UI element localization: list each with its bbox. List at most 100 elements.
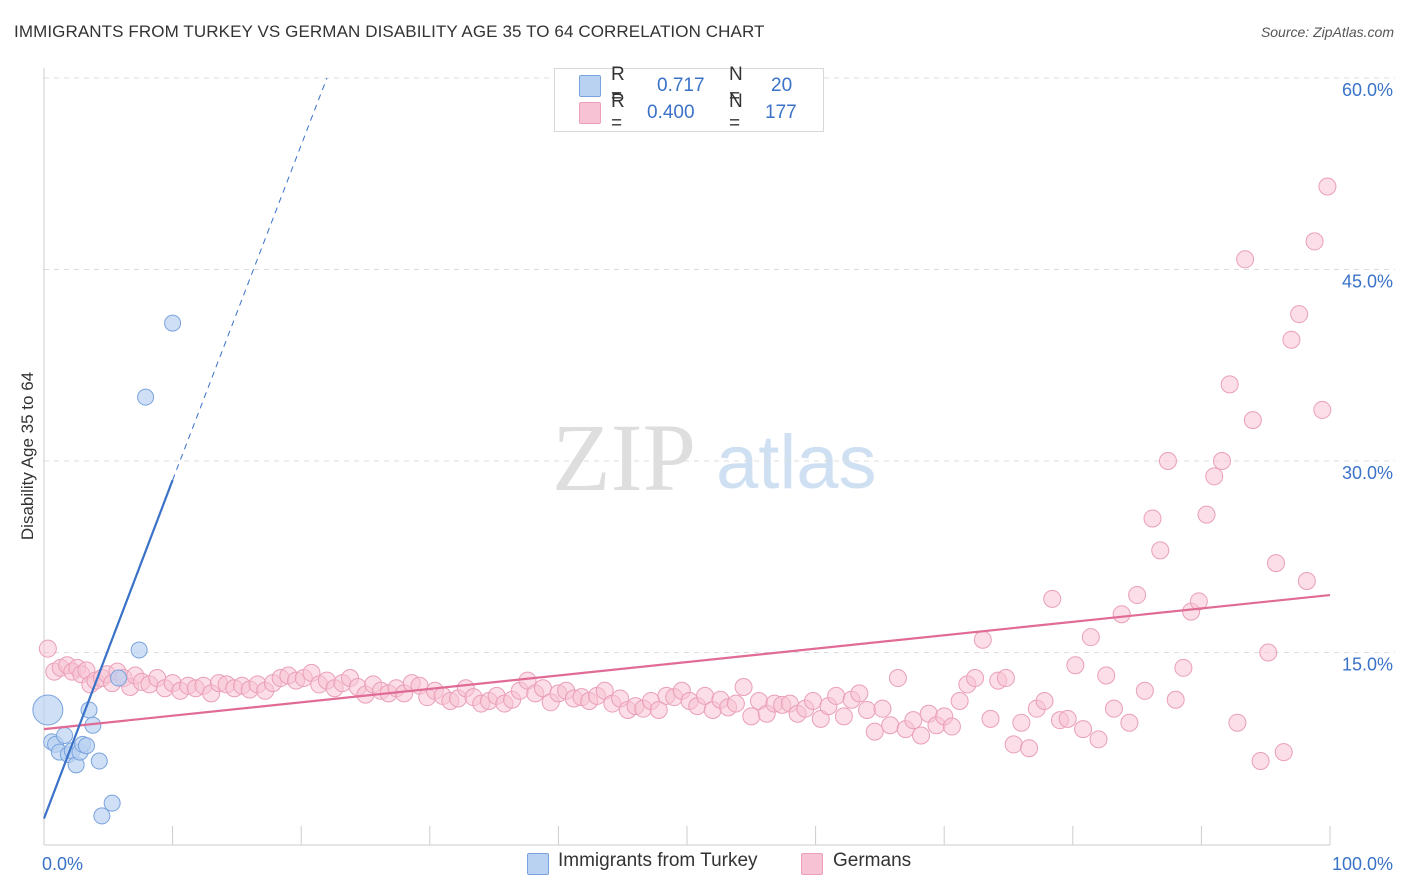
y-tick-label: 30.0% — [1342, 463, 1393, 483]
legend-r-value: 0.400 — [647, 102, 695, 123]
y-tick-label: 60.0% — [1342, 80, 1393, 100]
germans-point — [1205, 467, 1224, 486]
y-tick-label: 45.0% — [1342, 272, 1393, 292]
germans-point — [827, 686, 846, 705]
germans-point — [981, 709, 1000, 728]
turkey-point — [137, 388, 155, 406]
germans-points — [38, 177, 1337, 771]
germans-point — [649, 700, 668, 719]
germans-point — [726, 694, 745, 713]
germans-point — [912, 726, 931, 745]
germans-point — [742, 707, 761, 726]
legend-swatch-pink — [579, 102, 601, 124]
germans-point — [1259, 643, 1278, 662]
x-tick-label: 0.0% — [42, 854, 83, 874]
germans-point — [904, 711, 923, 730]
watermark: ZIP atlas — [552, 404, 877, 511]
germans-point — [1151, 541, 1170, 560]
germans-point — [1097, 666, 1116, 685]
germans-point — [865, 722, 884, 741]
germans-point — [1012, 713, 1031, 732]
germans-point — [950, 692, 969, 711]
y-tick-labels: 15.0% 30.0% 45.0% 60.0% — [1342, 80, 1393, 675]
germans-point — [1043, 589, 1062, 608]
germans-point — [1305, 232, 1324, 251]
germans-point — [1282, 330, 1301, 349]
germans-trend-line — [43, 593, 1331, 731]
grid-lines — [44, 77, 1395, 653]
germans-point — [1104, 699, 1123, 718]
turkey-point — [32, 694, 64, 726]
germans-point — [1004, 735, 1023, 754]
germans-point — [888, 669, 907, 688]
bottom-legend-swatch-pink — [801, 853, 823, 875]
germans-point — [1266, 554, 1285, 573]
germans-point — [1158, 452, 1177, 470]
legend-r-value: 0.717 — [657, 75, 705, 96]
germans-point — [1243, 411, 1262, 430]
germans-point — [1143, 509, 1162, 528]
germans-point — [1197, 505, 1216, 524]
turkey-points — [32, 314, 182, 825]
legend-n-value: 20 — [771, 75, 793, 96]
watermark-zip: ZIP — [552, 404, 696, 511]
germans-point — [804, 692, 823, 711]
turkey-point — [164, 314, 182, 332]
germans-point — [873, 699, 892, 718]
germans-point — [1120, 713, 1139, 732]
germans-point — [1135, 681, 1154, 700]
watermark-atlas: atlas — [716, 420, 877, 505]
y-axis-label: Disability Age 35 to 64 — [18, 371, 37, 541]
x-tick-label: 100.0% — [1332, 854, 1393, 874]
germans-point — [1128, 586, 1147, 605]
germans-point — [881, 716, 900, 735]
germans-point — [1251, 752, 1270, 771]
germans-point — [1089, 730, 1108, 749]
x-tick-labels: 0.0% 100.0% — [42, 854, 1393, 874]
germans-point — [1318, 177, 1337, 196]
germans-point — [1228, 713, 1247, 732]
germans-point — [1290, 305, 1309, 324]
bottom-legend-turkey: Immigrants from Turkey — [558, 850, 758, 871]
turkey-point — [77, 737, 95, 755]
germans-point — [1297, 572, 1316, 591]
y-tick-label: 15.0% — [1342, 655, 1393, 675]
germans-point — [850, 684, 869, 703]
germans-point — [1112, 605, 1131, 624]
turkey-point — [90, 752, 108, 770]
germans-point — [973, 630, 992, 649]
germans-point — [996, 669, 1015, 688]
bottom-legend-swatch-blue — [527, 853, 549, 875]
germans-point — [1074, 720, 1093, 739]
turkey-point — [93, 807, 111, 825]
germans-point — [1174, 658, 1193, 677]
germans-point — [1058, 709, 1077, 728]
legend-n-value: 177 — [765, 102, 797, 123]
germans-point — [1166, 690, 1185, 709]
turkey-trend-line — [42, 479, 174, 819]
legend-n-label: N = — [729, 64, 743, 107]
bottom-legend-germans: Germans — [833, 850, 912, 871]
turkey-point — [56, 726, 74, 744]
turkey-trend-extension — [172, 77, 328, 481]
source-label: Source: ZipAtlas.com — [1260, 24, 1394, 40]
turkey-point — [130, 641, 148, 659]
germans-point — [942, 717, 961, 736]
germans-point — [38, 639, 57, 658]
legend-r-label: R = — [611, 91, 625, 134]
germans-point — [734, 677, 753, 696]
germans-point — [966, 669, 985, 688]
germans-point — [1035, 692, 1054, 711]
correlation-legend: R = 0.717 N = 20 R = 0.400 N = 177 — [554, 64, 824, 134]
germans-point — [858, 700, 877, 719]
chart-title: IMMIGRANTS FROM TURKEY VS GERMAN DISABIL… — [14, 22, 765, 41]
turkey-point — [103, 794, 121, 812]
germans-point — [1220, 375, 1239, 394]
germans-point — [1189, 592, 1208, 611]
turkey-point — [110, 669, 128, 687]
germans-point — [1066, 656, 1085, 675]
trend-lines — [42, 77, 1331, 819]
germans-point — [1081, 628, 1100, 647]
legend-swatch-blue — [579, 75, 601, 97]
